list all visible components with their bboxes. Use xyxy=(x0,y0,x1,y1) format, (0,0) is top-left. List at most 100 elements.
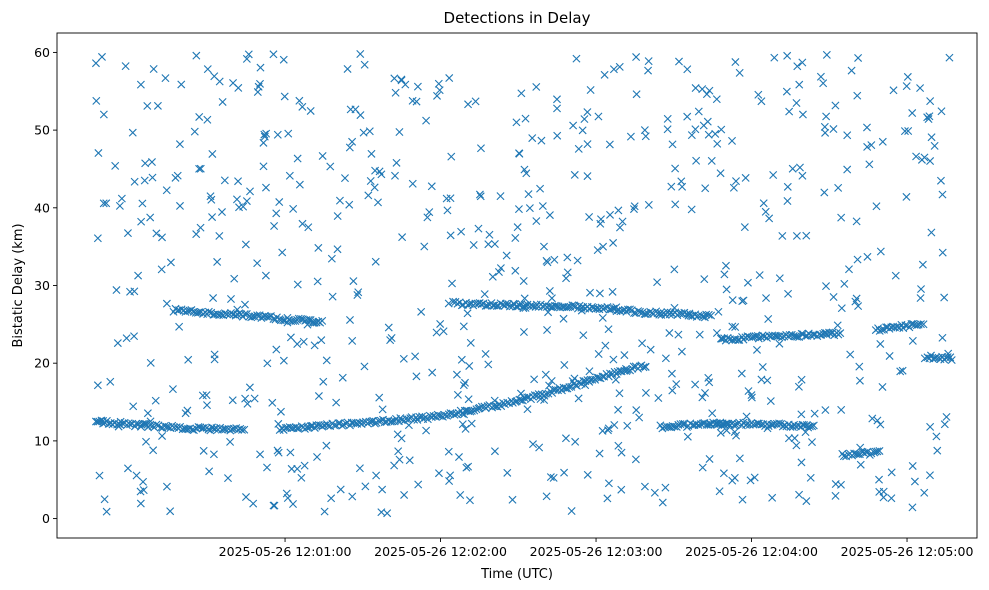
data-point xyxy=(646,345,655,354)
data-point xyxy=(261,271,270,280)
data-point xyxy=(221,425,230,434)
data-point xyxy=(184,355,193,364)
data-point xyxy=(270,501,279,510)
data-point xyxy=(873,416,882,425)
data-point xyxy=(797,375,806,384)
data-point xyxy=(411,352,420,361)
data-point xyxy=(712,329,721,337)
data-point xyxy=(280,92,289,101)
data-point xyxy=(521,114,530,123)
data-point xyxy=(351,105,360,114)
data-point xyxy=(596,215,605,224)
data-point xyxy=(747,393,756,402)
data-point xyxy=(583,172,592,181)
data-point xyxy=(574,144,583,153)
data-point xyxy=(149,446,158,455)
data-point xyxy=(246,187,255,196)
x-tick-label: 2025-05-26 12:02:00 xyxy=(374,544,507,559)
data-point xyxy=(798,171,807,180)
data-point xyxy=(902,82,911,91)
data-point xyxy=(685,309,694,318)
data-point xyxy=(683,65,692,74)
data-point xyxy=(328,292,337,301)
data-point xyxy=(763,424,772,433)
y-tick-label: 10 xyxy=(34,433,50,448)
data-point xyxy=(175,140,184,149)
data-point xyxy=(620,351,629,360)
data-point xyxy=(610,421,619,430)
data-point xyxy=(784,289,793,298)
data-point xyxy=(705,86,714,95)
data-point xyxy=(891,271,900,280)
data-point xyxy=(459,322,468,331)
data-point xyxy=(938,190,947,199)
data-point xyxy=(738,495,747,504)
data-point xyxy=(99,199,108,208)
data-point xyxy=(242,197,251,206)
data-point xyxy=(836,329,845,338)
data-point xyxy=(583,140,592,149)
data-point xyxy=(185,424,194,433)
data-point xyxy=(250,394,259,403)
data-point xyxy=(511,266,520,275)
data-point xyxy=(546,473,555,482)
data-point xyxy=(614,405,623,414)
data-point xyxy=(538,202,547,211)
data-point xyxy=(644,57,653,66)
data-point xyxy=(476,192,485,201)
data-point xyxy=(630,202,639,211)
data-point xyxy=(782,330,791,339)
data-point xyxy=(282,489,291,498)
data-point xyxy=(205,467,214,476)
data-point xyxy=(322,356,331,365)
data-point xyxy=(583,470,592,479)
data-point xyxy=(91,59,100,68)
data-point xyxy=(260,130,269,139)
data-point xyxy=(704,373,713,382)
data-point xyxy=(226,308,235,317)
data-point xyxy=(793,332,802,341)
data-point xyxy=(467,419,476,428)
data-point xyxy=(775,274,784,283)
data-point xyxy=(270,221,279,230)
data-point xyxy=(99,416,108,425)
data-point xyxy=(348,137,357,146)
data-point xyxy=(393,430,402,439)
data-point xyxy=(366,176,375,185)
data-point xyxy=(531,302,540,311)
data-point xyxy=(834,183,843,192)
data-point xyxy=(457,355,466,364)
data-point xyxy=(485,230,494,239)
data-point xyxy=(919,320,928,329)
data-point xyxy=(802,231,811,240)
data-point xyxy=(230,274,239,283)
data-point xyxy=(215,231,224,240)
data-point xyxy=(343,64,352,73)
data-point xyxy=(704,310,713,319)
data-point xyxy=(717,125,726,134)
data-point xyxy=(609,355,618,364)
data-point xyxy=(377,170,386,179)
data-point xyxy=(855,376,864,385)
data-point xyxy=(822,330,831,339)
data-point xyxy=(903,72,912,81)
data-point xyxy=(457,227,466,236)
data-point xyxy=(384,323,393,332)
y-axis: 0 10 20 30 40 50 60 xyxy=(34,45,57,526)
data-point xyxy=(853,255,862,264)
data-point xyxy=(611,375,620,384)
data-point xyxy=(253,259,262,268)
data-point xyxy=(875,487,884,496)
data-point xyxy=(92,96,101,105)
data-point xyxy=(570,374,579,383)
data-point xyxy=(196,164,205,173)
data-point xyxy=(525,204,534,213)
data-point xyxy=(617,448,626,457)
data-point xyxy=(306,106,315,115)
data-point xyxy=(559,314,568,323)
data-point xyxy=(763,376,772,385)
data-point xyxy=(544,308,553,317)
x-tick-label: 2025-05-26 12:01:00 xyxy=(219,544,352,559)
data-point xyxy=(130,177,139,186)
data-point xyxy=(233,305,242,314)
